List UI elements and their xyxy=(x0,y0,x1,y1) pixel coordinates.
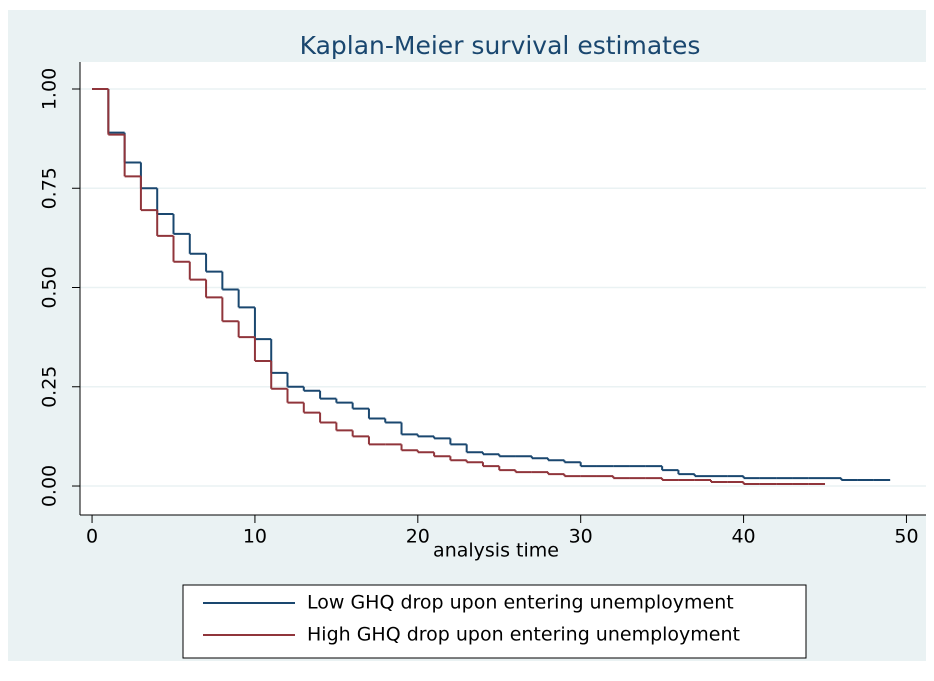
x-tick-label: 30 xyxy=(569,526,593,548)
x-tick-label: 40 xyxy=(731,526,755,548)
x-tick-label: 20 xyxy=(406,526,430,548)
legend xyxy=(182,584,807,659)
legend-label: High GHQ drop upon entering unemployment xyxy=(307,624,740,646)
legend-label: Low GHQ drop upon entering unemployment xyxy=(307,592,734,614)
x-tick-label: 50 xyxy=(894,526,918,548)
plot-area xyxy=(80,62,926,515)
x-tick-label: 10 xyxy=(243,526,267,548)
y-tick-label: 0.25 xyxy=(39,366,61,408)
x-tick-label: 0 xyxy=(86,526,98,548)
y-tick-label: 0.50 xyxy=(39,266,61,308)
y-tick-label: 0.00 xyxy=(39,465,61,507)
y-tick-label: 0.75 xyxy=(39,167,61,209)
chart-title: Kaplan-Meier survival estimates xyxy=(300,31,701,60)
x-axis-title: analysis time xyxy=(433,540,559,562)
y-tick-label: 1.00 xyxy=(39,68,61,110)
